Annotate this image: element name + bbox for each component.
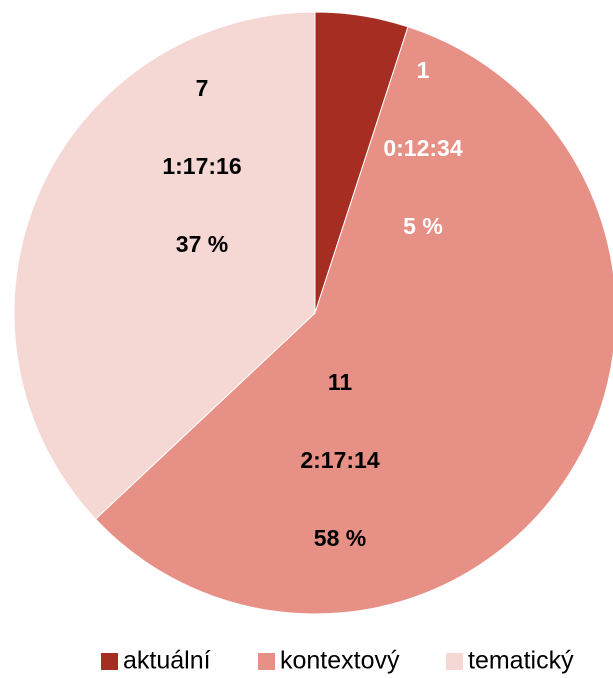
legend-label-tematicky: tematický	[468, 647, 574, 675]
pie-slices	[13, 11, 613, 615]
pie-data-labels: 1 0:12:34 5 % 11 2:17:14 58 % 7 1:17:16 37 %	[162, 57, 462, 551]
legend: aktuální kontextový tematický	[101, 647, 574, 675]
legend-swatch-aktualni	[101, 653, 118, 670]
legend-swatch-kontextovy	[258, 653, 275, 670]
legend-swatch-tematicky	[446, 653, 463, 670]
pie-slice-kontextovy	[94, 26, 613, 615]
data-label-count-tematicky: 7	[196, 75, 209, 101]
data-label-duration-kontextovy: 2:17:14	[300, 447, 379, 473]
data-label-percent-tematicky: 37 %	[176, 231, 228, 257]
legend-label-kontextovy: kontextový	[280, 647, 400, 675]
data-label-count-kontextovy: 11	[328, 369, 353, 395]
data-label-duration-aktualni: 0:12:34	[383, 135, 462, 161]
data-label-percent-kontextovy: 58 %	[314, 525, 366, 551]
data-label-count-aktualni: 1	[417, 57, 430, 83]
pie-slice-tematicky	[13, 11, 316, 520]
legend-label-aktualni: aktuální	[123, 647, 211, 675]
data-label-duration-tematicky: 1:17:16	[162, 153, 241, 179]
data-label-percent-aktualni: 5 %	[403, 213, 443, 239]
